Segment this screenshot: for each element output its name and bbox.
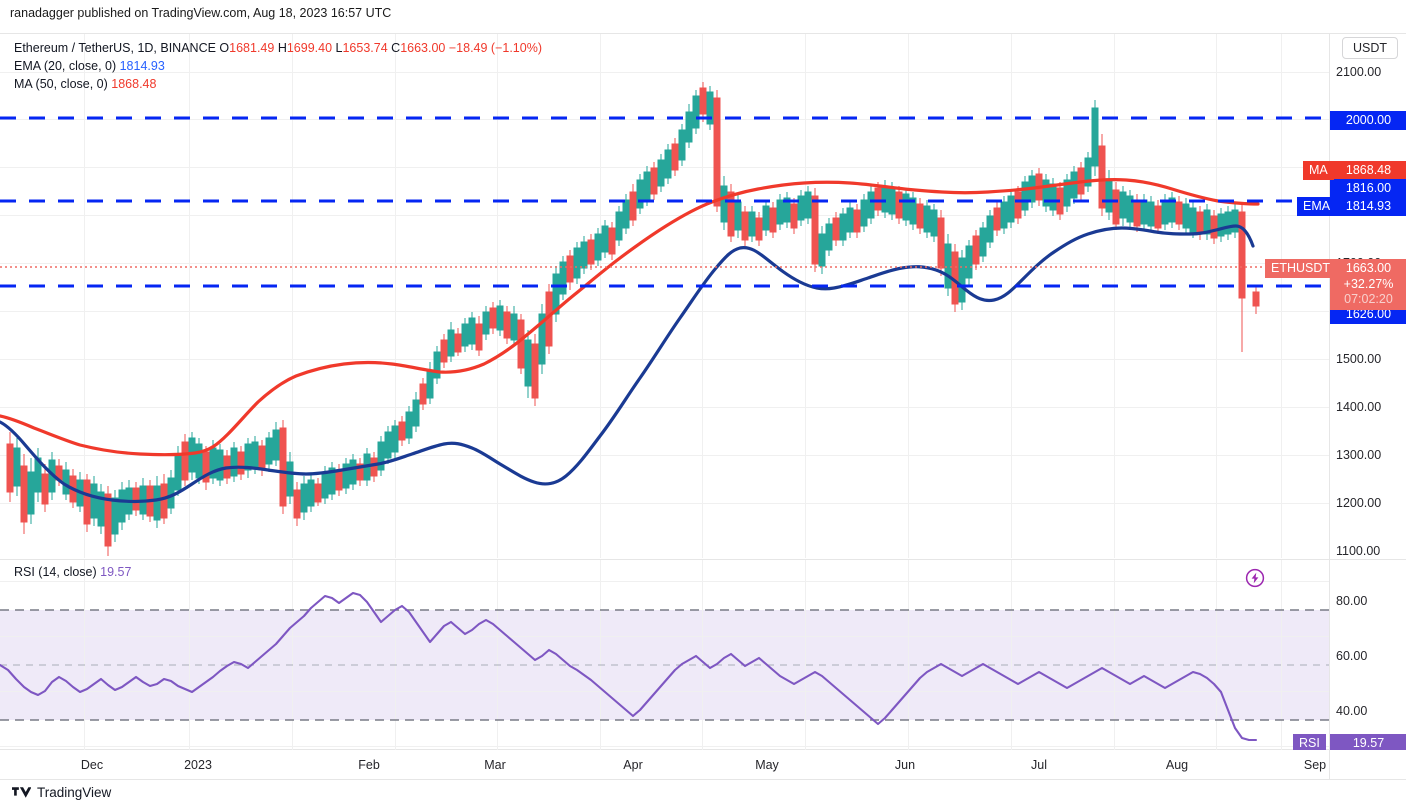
legend-open-value: 1681.49: [229, 41, 275, 55]
rsi-pane[interactable]: RSI (14, close) 19.57: [0, 559, 1329, 751]
axis-tick-2100: 2100.00: [1336, 65, 1382, 79]
axis-last-price-countdown: 07:02:20: [1344, 292, 1393, 306]
axis-tick-1500: 1500.00: [1336, 352, 1382, 366]
rsi-tag-label[interactable]: RSI: [1293, 734, 1326, 753]
legend-open-label: O: [219, 41, 230, 55]
tradingview-footer[interactable]: TradingView: [12, 785, 111, 800]
ema-20-line: [0, 224, 1255, 504]
time-label-2023: 2023: [184, 758, 212, 772]
legend-ema-value: 1814.93: [119, 59, 165, 73]
axis-tick-1200: 1200.00: [1336, 496, 1382, 510]
tradingview-brand-text: TradingView: [37, 785, 112, 800]
time-axis-separator: [1329, 750, 1330, 780]
ma-50-line: [0, 178, 1260, 457]
ma-tag-label[interactable]: MA: [1303, 161, 1334, 180]
rsi-axis-badge-value[interactable]: 19.57: [1330, 734, 1406, 753]
legend-ema-row[interactable]: EMA (20, close, 0) 1814.93: [14, 57, 542, 75]
legend-symbol[interactable]: Ethereum / TetherUS, 1D, BINANCE: [14, 41, 216, 55]
rsi-axis-tick-60: 60.00: [1336, 649, 1368, 663]
time-label-may: May: [755, 758, 779, 772]
rsi-gridlines: [0, 581, 1329, 747]
legend-high-value: 1699.40: [286, 41, 333, 55]
axis-badge-1626[interactable]: 1626.00: [1330, 305, 1406, 324]
price-gridlines: [0, 72, 1329, 504]
legend-change: −18.49 (−1.10%): [448, 41, 542, 55]
legend-ma-label: MA (50, close, 0): [14, 77, 108, 91]
time-label-apr: Apr: [623, 758, 643, 772]
axis-tick-1400: 1400.00: [1336, 400, 1382, 414]
legend-close-label: C: [391, 41, 401, 55]
currency-pill[interactable]: USDT: [1341, 37, 1398, 59]
axis-badge-ema-value[interactable]: 1814.93: [1330, 197, 1406, 216]
resistance-support-levels: [0, 116, 1329, 288]
last-price-tag-label[interactable]: ETHUSDT: [1265, 259, 1337, 278]
axis-badge-1816[interactable]: 1816.00: [1330, 179, 1406, 198]
price-axis[interactable]: 2100.00 1700.00 1500.00 1400.00 1300.00 …: [1329, 34, 1406, 753]
legend-ma-row[interactable]: MA (50, close, 0) 1868.48: [14, 75, 542, 93]
rsi-axis-tick-40: 40.00: [1336, 704, 1368, 718]
axis-tick-1300: 1300.00: [1336, 448, 1382, 462]
legend-close-value: 1663.00: [400, 41, 446, 55]
candlestick-series: [6, 82, 1260, 556]
axis-pane-separator: [1330, 559, 1406, 560]
legend-low-label: L: [335, 41, 343, 55]
rsi-axis-tick-80: 80.00: [1336, 594, 1368, 608]
time-label-mar: Mar: [484, 758, 506, 772]
legend-low-value: 1653.74: [342, 41, 388, 55]
alert-lightning-icon[interactable]: [1245, 568, 1265, 588]
rsi-legend-label: RSI (14, close): [14, 565, 97, 579]
legend-ema-label: EMA (20, close, 0): [14, 59, 117, 73]
axis-badge-ma-value[interactable]: 1868.48: [1330, 161, 1406, 180]
rsi-line: [0, 591, 1258, 742]
time-label-feb: Feb: [358, 758, 380, 772]
price-chart-svg: [0, 34, 1329, 558]
axis-tick-1100: 1100.00: [1336, 544, 1381, 558]
time-label-dec: Dec: [80, 758, 104, 772]
time-label-jul: Jul: [1031, 758, 1047, 772]
ema-tag-label[interactable]: EMA: [1297, 197, 1337, 216]
price-pane[interactable]: Ethereum / TetherUS, 1D, BINANCE O1681.4…: [0, 34, 1329, 558]
axis-last-price-value: 1663.00: [1345, 261, 1392, 275]
rsi-legend-value: 19.57: [100, 565, 132, 579]
time-label-aug: Aug: [1165, 758, 1189, 772]
chart-frame: Ethereum / TetherUS, 1D, BINANCE O1681.4…: [0, 33, 1406, 753]
tradingview-logo-icon: [12, 787, 31, 798]
rsi-chart-svg: [0, 560, 1329, 751]
legend-ma-value: 1868.48: [111, 77, 157, 91]
rsi-legend[interactable]: RSI (14, close) 19.57: [14, 565, 131, 579]
attribution-text: ranadagger published on TradingView.com,…: [10, 6, 392, 20]
price-legend: Ethereum / TetherUS, 1D, BINANCE O1681.4…: [14, 39, 542, 93]
time-axis[interactable]: Dec 2023 Feb Mar Apr May Jun Jul Aug Sep: [0, 750, 1406, 780]
time-label-jun: Jun: [894, 758, 916, 772]
axis-last-price-change: +32.27%: [1343, 276, 1394, 291]
time-label-sep: Sep: [1303, 758, 1327, 772]
axis-badge-2000[interactable]: 2000.00: [1330, 111, 1406, 130]
legend-ohlc-row[interactable]: Ethereum / TetherUS, 1D, BINANCE O1681.4…: [14, 39, 542, 57]
legend-high-label: H: [277, 41, 287, 55]
price-vgridlines: [84, 34, 1282, 558]
axis-last-price-block[interactable]: 1663.00 +32.27% 07:02:20: [1330, 259, 1406, 310]
